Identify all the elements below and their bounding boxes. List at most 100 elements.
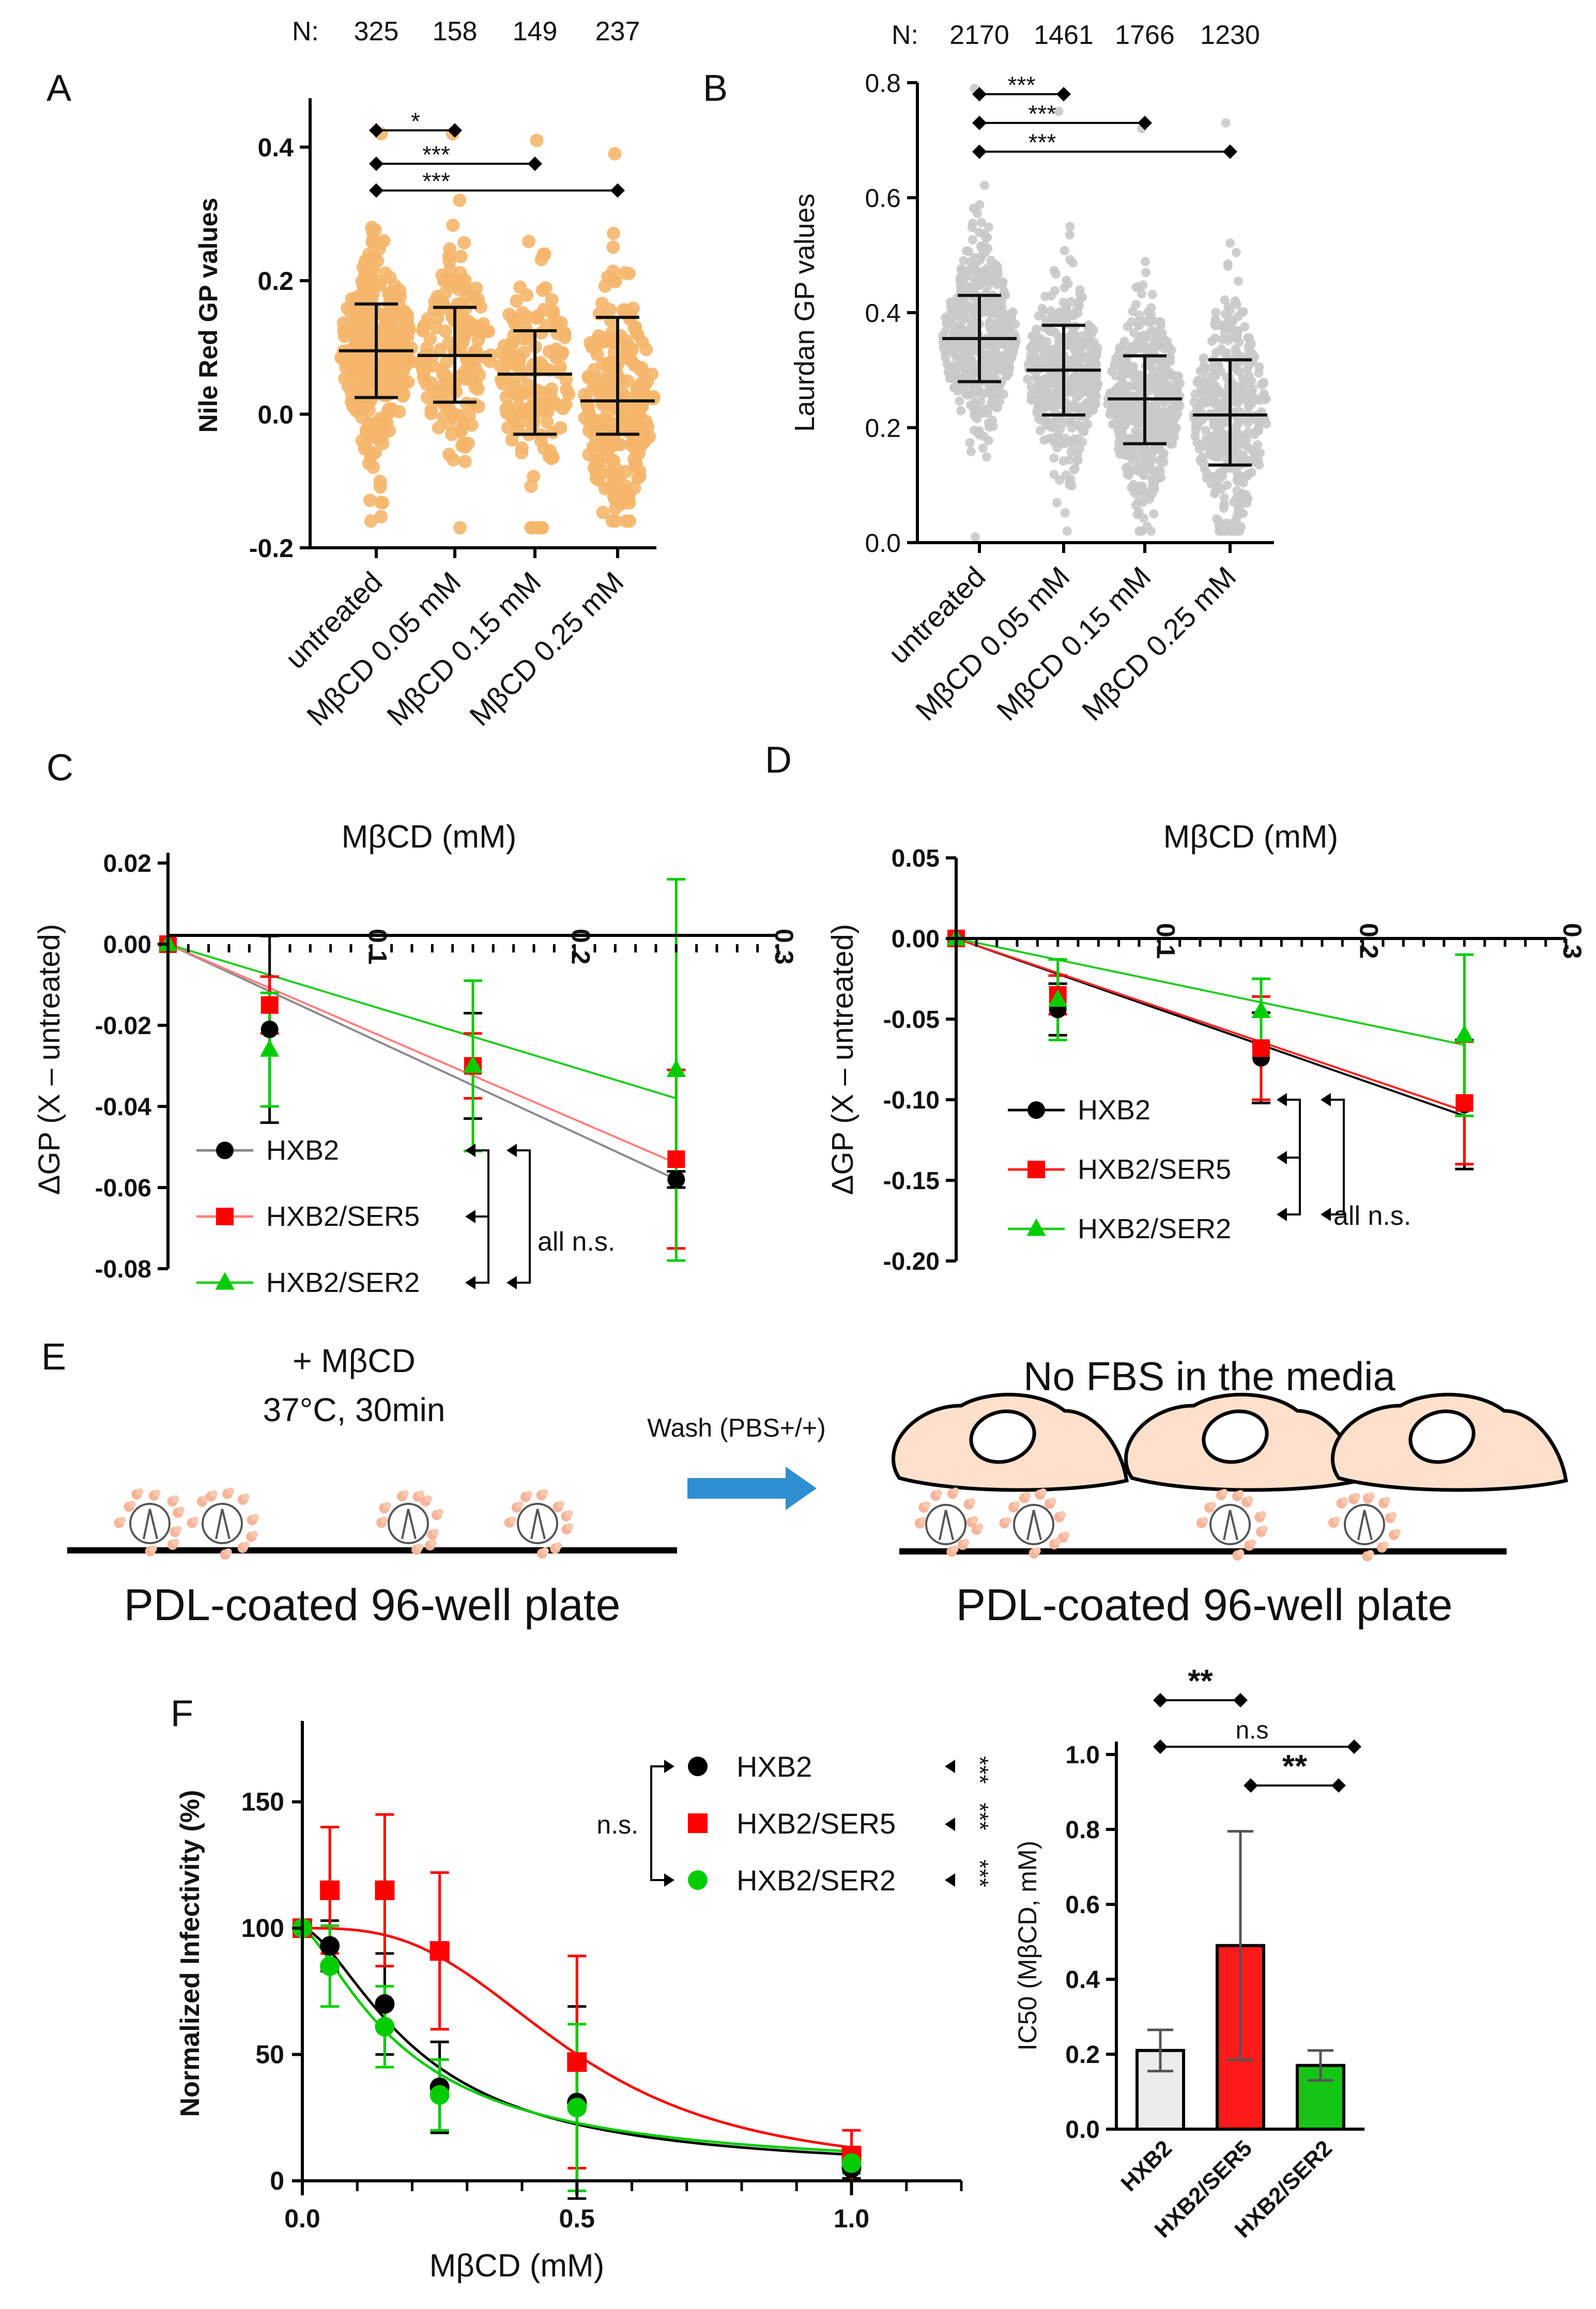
virion-membrane: [1209, 1504, 1251, 1545]
data-point: [1141, 268, 1151, 278]
right-virions: [914, 1487, 1401, 1562]
fit-line: [167, 943, 677, 1164]
data-point: [1046, 291, 1056, 301]
data-point: [1062, 526, 1072, 536]
data-point: [453, 317, 467, 331]
y-tick-label: 0.00: [103, 931, 151, 959]
triangle-marker: [1454, 1024, 1475, 1042]
sig-arrow-2: [945, 1818, 955, 1831]
data-point: [1238, 509, 1248, 518]
data-point: [1045, 401, 1055, 410]
diamond-icon: [1331, 1778, 1346, 1793]
bracket-arrow: [507, 1276, 517, 1289]
data-point: [1058, 298, 1068, 307]
y-tick-label: 0.4: [257, 133, 294, 162]
data-point: [554, 360, 567, 374]
data-point: [959, 271, 969, 281]
panel-b-significance: *********: [972, 71, 1237, 159]
glycoprotein-spike: [224, 1548, 232, 1556]
data-point: [981, 232, 990, 242]
data-point: [1025, 343, 1035, 352]
data-point: [1222, 518, 1232, 528]
data-point: [1122, 356, 1131, 366]
data-point: [540, 415, 554, 429]
diamond-icon: [528, 156, 542, 171]
data-point: [469, 281, 483, 295]
legend-label: HXB2/SER5: [266, 1201, 420, 1232]
glycoprotein-spike: [1367, 1550, 1374, 1558]
diamond-icon: [448, 123, 462, 138]
data-point: [971, 412, 981, 422]
data-point: [1235, 500, 1245, 510]
data-point: [530, 133, 544, 147]
data-point: [1037, 304, 1047, 313]
virion-capsid: [1026, 1510, 1042, 1541]
data-point: [984, 222, 993, 232]
panel-b-n-2: 1766: [1115, 20, 1175, 50]
data-point: [373, 278, 387, 292]
square-marker: [429, 1941, 450, 1961]
x-tick-label: 0.3: [1558, 923, 1587, 959]
panel-fbar-y-ticks: 0.0 0.2 0.4 0.6 0.8 1.0: [1065, 1742, 1116, 2144]
diamond-icon: [1223, 144, 1237, 159]
panel-f-ic50-bars: 0.0 0.2 0.4 0.6 0.8 1.0 HXB2HXB2/SER5HXB2/SER…: [1013, 1664, 1364, 2243]
data-point: [1195, 366, 1205, 376]
glycoprotein-spike: [1004, 1517, 1011, 1525]
data-point: [1117, 427, 1127, 437]
x-tick-label: 0.2: [1355, 923, 1384, 959]
data-point: [1152, 423, 1161, 433]
sig-annotation-2: ***: [966, 1803, 993, 1830]
data-point: [968, 273, 978, 283]
data-point: [948, 304, 958, 314]
glycoprotein-spike: [1246, 1496, 1254, 1503]
y-tick-label: 1.0: [1065, 1742, 1100, 1769]
panel-b-n-1: 1461: [1034, 20, 1094, 50]
data-point: [622, 267, 636, 281]
data-point: [1069, 399, 1079, 409]
data-point: [446, 219, 460, 232]
data-point: [596, 505, 610, 519]
data-point: [961, 246, 971, 256]
virion-icon: [376, 1490, 444, 1555]
data-point: [1145, 361, 1155, 371]
data-point: [980, 180, 989, 190]
panel-b-y-ticks: 0.0 0.2 0.4 0.6 0.8: [865, 69, 917, 558]
data-point: [1164, 381, 1174, 391]
data-point: [1089, 399, 1099, 409]
diamond-icon: [1233, 1693, 1248, 1707]
data-point: [994, 304, 1004, 314]
data-point: [1219, 500, 1229, 510]
data-point: [999, 389, 1008, 399]
data-point: [442, 417, 456, 431]
data-point: [522, 235, 536, 249]
data-point: [442, 250, 456, 264]
glycoprotein-spike: [1049, 1498, 1056, 1505]
triangle-marker: [1251, 1000, 1271, 1018]
circle-marker: [260, 1020, 279, 1038]
data-point: [559, 397, 573, 411]
y-tick-label: 0.2: [1065, 2041, 1100, 2069]
data-point: [592, 337, 606, 350]
glycoprotein-spike: [1062, 1531, 1070, 1539]
data-point: [1211, 448, 1221, 458]
data-point: [1134, 496, 1144, 506]
data-point: [1232, 515, 1241, 525]
data-point: [350, 318, 364, 332]
data-point: [1004, 359, 1014, 369]
data-point: [595, 297, 609, 311]
data-point: [1139, 470, 1148, 480]
data-point: [586, 440, 600, 454]
glycoprotein-spike: [1249, 1539, 1256, 1547]
data-point: [1080, 421, 1090, 431]
data-point: [469, 376, 483, 390]
panel-f-x-label: MβCD (mM): [429, 2248, 605, 2284]
data-point: [446, 280, 459, 294]
legend-label: HXB2: [266, 1135, 339, 1166]
data-point: [508, 317, 522, 331]
glycoprotein-spike: [555, 1542, 562, 1550]
data-point: [1234, 366, 1244, 376]
data-point: [386, 303, 400, 316]
panel-f-stat-brackets: n.s. *** *** ***: [596, 1756, 993, 1887]
virion-capsid: [530, 1508, 546, 1540]
